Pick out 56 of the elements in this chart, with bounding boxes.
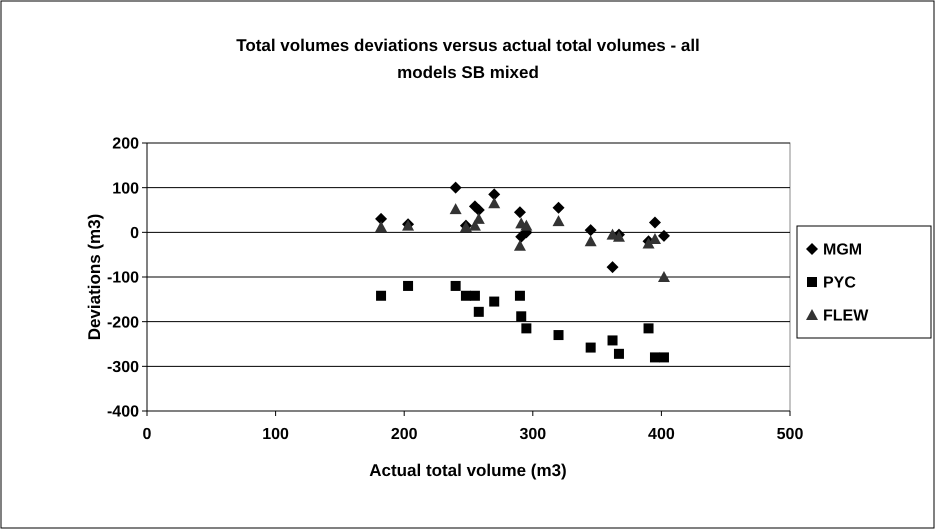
point [450,182,462,194]
point [584,235,597,246]
point [460,290,471,301]
point [642,238,655,248]
point [658,230,670,242]
point [552,215,565,226]
point [586,342,596,353]
x-tick-label: 500 [776,426,804,443]
y-tick-label: 200 [112,136,140,153]
point [648,216,661,229]
x-tick-label: 100 [262,426,290,443]
point [403,280,414,291]
y-tick-label: -100 [106,270,140,287]
point [606,261,619,274]
point [644,323,654,334]
point [658,352,669,362]
point [520,220,532,231]
point [450,280,461,291]
point [552,202,565,214]
point [554,330,564,340]
point [584,224,597,236]
y-axis-title: Deviations (m3) [85,214,104,340]
y-tick-label: 0 [130,224,140,242]
point [375,212,388,225]
point [488,188,500,200]
y-tick-label: -300 [106,358,140,376]
x-axis-title: Actual total volume (m3) [369,461,567,480]
point [516,311,526,322]
point [450,203,462,214]
point [514,290,525,301]
x-tick-label: 0 [142,426,152,443]
point [658,271,670,282]
point [514,206,526,218]
point [488,197,500,208]
legend-label: PYC [823,274,856,292]
x-tick-label: 200 [390,426,418,443]
x-tick-label: 400 [648,426,675,443]
chart-title: Total volumes deviations versus actual total volumes - all models SB mixed [236,36,700,82]
point [474,306,484,317]
x-tick-label: 300 [519,426,546,443]
point [650,352,660,362]
point [472,204,485,216]
point [614,348,624,359]
point [470,290,480,301]
point [375,220,388,232]
point [472,212,485,224]
y-tick-label: -400 [106,404,140,421]
point [489,296,500,307]
legend-label: MGM [823,242,862,259]
point [521,323,532,334]
y-tick-label: -200 [106,314,140,332]
point [608,335,618,346]
point [514,240,526,251]
y-tick-label: 100 [112,180,140,198]
legend-label: FLEW [823,308,870,325]
point [376,290,386,301]
